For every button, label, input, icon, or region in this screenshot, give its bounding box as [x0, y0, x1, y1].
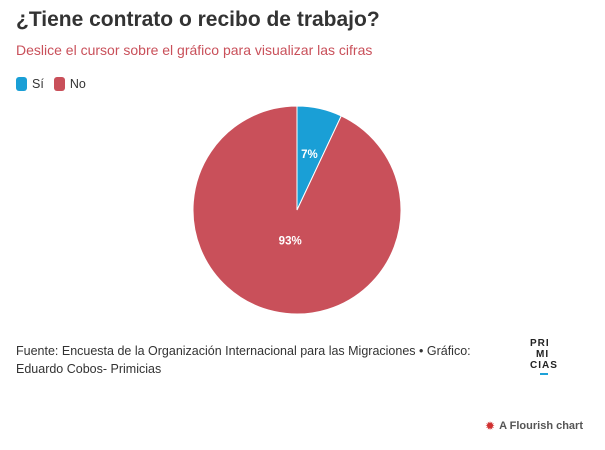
flourish-icon: ✹	[485, 419, 496, 433]
primicias-logo: PRI MI CIAS	[530, 338, 570, 375]
chart-subtitle: Deslice el cursor sobre el gráfico para …	[16, 42, 373, 58]
logo-line-1: PRI	[530, 338, 550, 349]
flourish-credit-label: A Flourish chart	[499, 420, 583, 432]
legend-item-si[interactable]: Sí	[16, 77, 44, 91]
legend: Sí No	[16, 77, 96, 91]
logo-line-2: MI	[536, 349, 550, 360]
source-note: Fuente: Encuesta de la Organización Inte…	[16, 344, 471, 376]
pie-chart[interactable]: 7% 93%	[192, 105, 402, 315]
flourish-credit-link[interactable]: ✹ A Flourish chart	[485, 419, 583, 433]
legend-swatch-si	[16, 77, 27, 91]
legend-label-si: Sí	[32, 77, 44, 91]
legend-label-no: No	[69, 77, 86, 91]
chart-title: ¿Tiene contrato o recibo de trabajo?	[16, 8, 380, 31]
pie-label-s-: 7%	[301, 149, 318, 161]
legend-item-no[interactable]: No	[53, 77, 86, 91]
logo-line-3: CIAS	[530, 360, 558, 371]
legend-swatch-no	[53, 77, 65, 91]
logo-accent-bar	[540, 373, 548, 375]
pie-slice-no[interactable]	[192, 105, 402, 315]
pie-label-no: 93%	[279, 235, 302, 247]
